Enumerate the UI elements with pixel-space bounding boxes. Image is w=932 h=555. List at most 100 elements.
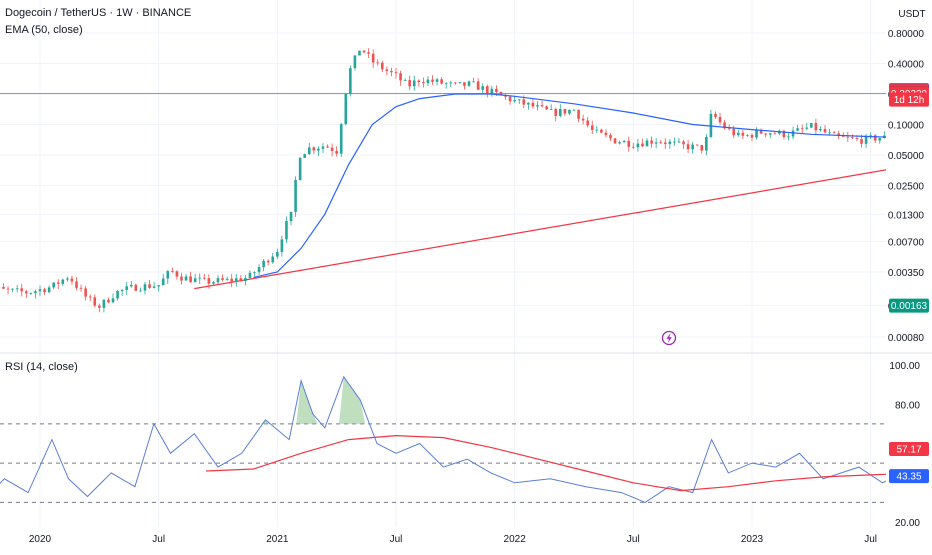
candle[interactable]: [39, 286, 42, 297]
candle[interactable]: [924, 142, 927, 150]
candle[interactable]: [7, 286, 10, 294]
candle[interactable]: [874, 134, 877, 143]
candle[interactable]: [107, 298, 110, 303]
candle[interactable]: [815, 119, 818, 136]
candle[interactable]: [669, 139, 672, 149]
candle[interactable]: [459, 82, 462, 84]
candle[interactable]: [609, 133, 612, 141]
candle[interactable]: [66, 277, 69, 282]
candle[interactable]: [235, 274, 238, 287]
candle[interactable]: [764, 133, 767, 137]
candle[interactable]: [650, 137, 653, 148]
candle[interactable]: [194, 274, 197, 282]
candle[interactable]: [326, 144, 329, 148]
candle[interactable]: [89, 295, 92, 302]
candle[interactable]: [203, 274, 206, 280]
price-pane[interactable]: [0, 48, 932, 314]
candle[interactable]: [413, 76, 416, 91]
candle[interactable]: [103, 299, 106, 312]
candle[interactable]: [801, 125, 804, 134]
candle[interactable]: [737, 130, 740, 137]
candle[interactable]: [313, 146, 316, 154]
candle[interactable]: [157, 285, 160, 291]
candle[interactable]: [11, 288, 14, 292]
candle[interactable]: [719, 113, 722, 125]
candle[interactable]: [869, 132, 872, 139]
candle[interactable]: [915, 141, 918, 148]
candle[interactable]: [121, 289, 124, 296]
candle[interactable]: [52, 282, 55, 289]
candle[interactable]: [276, 249, 279, 259]
candle[interactable]: [472, 78, 475, 82]
candle[interactable]: [125, 282, 128, 295]
candle[interactable]: [486, 84, 489, 97]
candle[interactable]: [226, 277, 229, 281]
candle[interactable]: [618, 141, 621, 145]
candle[interactable]: [696, 144, 699, 146]
candle[interactable]: [176, 270, 179, 279]
candle[interactable]: [641, 139, 644, 148]
lightning-icon[interactable]: [663, 332, 676, 345]
candle[interactable]: [536, 101, 539, 110]
candle[interactable]: [746, 134, 749, 137]
candle[interactable]: [344, 93, 347, 125]
candle[interactable]: [582, 115, 585, 125]
candle[interactable]: [824, 125, 827, 133]
candle[interactable]: [897, 140, 900, 147]
rsi-pane[interactable]: [0, 377, 932, 503]
candle[interactable]: [532, 99, 535, 109]
rsi-legend[interactable]: RSI (14, close): [5, 361, 78, 373]
candle[interactable]: [910, 139, 913, 150]
candle[interactable]: [308, 143, 311, 155]
candle[interactable]: [75, 277, 78, 290]
candle[interactable]: [135, 284, 138, 292]
candle[interactable]: [340, 123, 343, 157]
candle[interactable]: [527, 102, 530, 109]
candle[interactable]: [153, 282, 156, 289]
candle[interactable]: [614, 138, 617, 144]
candle[interactable]: [723, 120, 726, 130]
candle[interactable]: [833, 131, 836, 134]
candle[interactable]: [769, 133, 772, 138]
candle[interactable]: [554, 108, 557, 122]
candle[interactable]: [805, 123, 808, 131]
candle[interactable]: [851, 134, 854, 139]
candle[interactable]: [285, 216, 288, 243]
candle[interactable]: [418, 79, 421, 86]
candle[interactable]: [550, 104, 553, 110]
candle[interactable]: [34, 290, 37, 299]
candle[interactable]: [596, 126, 599, 133]
candle[interactable]: [901, 140, 904, 145]
candle[interactable]: [445, 82, 448, 88]
candle[interactable]: [573, 109, 576, 111]
candle[interactable]: [700, 145, 703, 154]
candle[interactable]: [57, 279, 60, 289]
candle[interactable]: [664, 138, 667, 149]
candle[interactable]: [390, 68, 393, 77]
candle[interactable]: [258, 264, 261, 275]
candle[interactable]: [230, 274, 233, 287]
candle[interactable]: [518, 99, 521, 104]
ema-legend[interactable]: EMA (50, close): [5, 24, 83, 36]
candle[interactable]: [98, 304, 101, 313]
candle[interactable]: [144, 282, 147, 295]
candle[interactable]: [408, 76, 411, 90]
candle[interactable]: [262, 259, 265, 271]
candle[interactable]: [436, 78, 439, 86]
candle[interactable]: [354, 55, 357, 70]
candle[interactable]: [271, 253, 274, 264]
candle[interactable]: [43, 288, 46, 295]
candle[interactable]: [372, 49, 375, 67]
candle[interactable]: [93, 294, 96, 307]
candle[interactable]: [929, 142, 932, 146]
candle[interactable]: [632, 143, 635, 149]
candle[interactable]: [162, 274, 165, 285]
candle[interactable]: [48, 285, 51, 293]
candle[interactable]: [760, 128, 763, 134]
candle[interactable]: [906, 139, 909, 149]
candle[interactable]: [819, 126, 822, 131]
candle[interactable]: [139, 287, 142, 292]
candle[interactable]: [112, 293, 115, 303]
candle[interactable]: [783, 130, 786, 140]
